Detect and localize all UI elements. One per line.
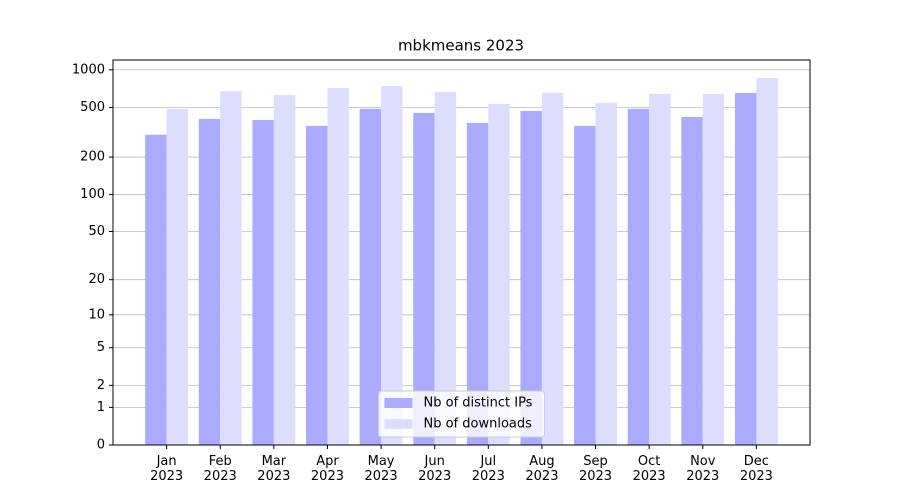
- bar: [488, 103, 510, 446]
- x-tick-label: Jun 2023: [418, 454, 452, 484]
- legend-label: Nb of distinct IPs: [424, 396, 533, 411]
- x-tick-label: Jul 2023: [471, 454, 505, 484]
- legend-label: Nb of downloads: [424, 417, 533, 432]
- legend-swatch: [384, 419, 413, 429]
- bar: [756, 77, 778, 446]
- x-tick-label: May 2023: [364, 454, 398, 484]
- bar: [466, 122, 489, 445]
- bar: [306, 125, 328, 445]
- bar: [702, 93, 725, 445]
- x-tick-label: Sep 2023: [578, 454, 613, 484]
- chart-title: mbkmeans 2023: [398, 37, 524, 55]
- bar: [273, 94, 296, 445]
- y-tick-label: 5: [97, 340, 105, 355]
- x-tick-label: Jan 2023: [150, 454, 184, 484]
- y-tick-label: 0: [97, 438, 105, 453]
- legend: Nb of distinct IPs Nb of downloads: [378, 390, 545, 438]
- bar: [627, 108, 650, 446]
- y-tick-label: 1: [97, 400, 105, 415]
- bar: [734, 92, 757, 445]
- bar: [413, 112, 435, 446]
- bar: [520, 110, 542, 445]
- legend-box: [378, 390, 545, 438]
- bar: [327, 87, 349, 446]
- y-tick-label: 200: [80, 150, 105, 165]
- bar: [198, 118, 221, 445]
- bar: [166, 108, 189, 446]
- bar: [595, 102, 617, 445]
- x-tick-label: Apr 2023: [310, 454, 344, 484]
- x-tick-label: Dec 2023: [739, 454, 773, 484]
- bar: [434, 91, 457, 445]
- y-tick-label: 50: [88, 224, 105, 239]
- bar: [381, 85, 403, 445]
- x-tick-label: Aug 2023: [525, 454, 559, 484]
- legend-swatch: [384, 398, 413, 408]
- x-tick-label: Nov 2023: [686, 454, 720, 484]
- bar: [252, 119, 274, 445]
- bar: [359, 108, 382, 446]
- y-tick-label: 10: [88, 307, 105, 322]
- bar: [541, 92, 564, 445]
- bar: [649, 93, 671, 445]
- bar: [145, 134, 167, 446]
- bar: [220, 90, 242, 445]
- y-tick-label: 2: [97, 378, 105, 393]
- x-tick-label: Oct 2023: [632, 454, 666, 484]
- y-tick-label: 20: [88, 272, 105, 287]
- bar: [681, 116, 703, 445]
- y-tick-label: 500: [80, 100, 105, 115]
- y-tick-label: 1000: [72, 62, 105, 77]
- x-tick-label: Mar 2023: [257, 454, 291, 484]
- y-tick-label: 100: [80, 187, 105, 202]
- x-tick-label: Feb 2023: [203, 454, 237, 484]
- plot-frame: [112, 59, 811, 446]
- bar: [574, 125, 596, 445]
